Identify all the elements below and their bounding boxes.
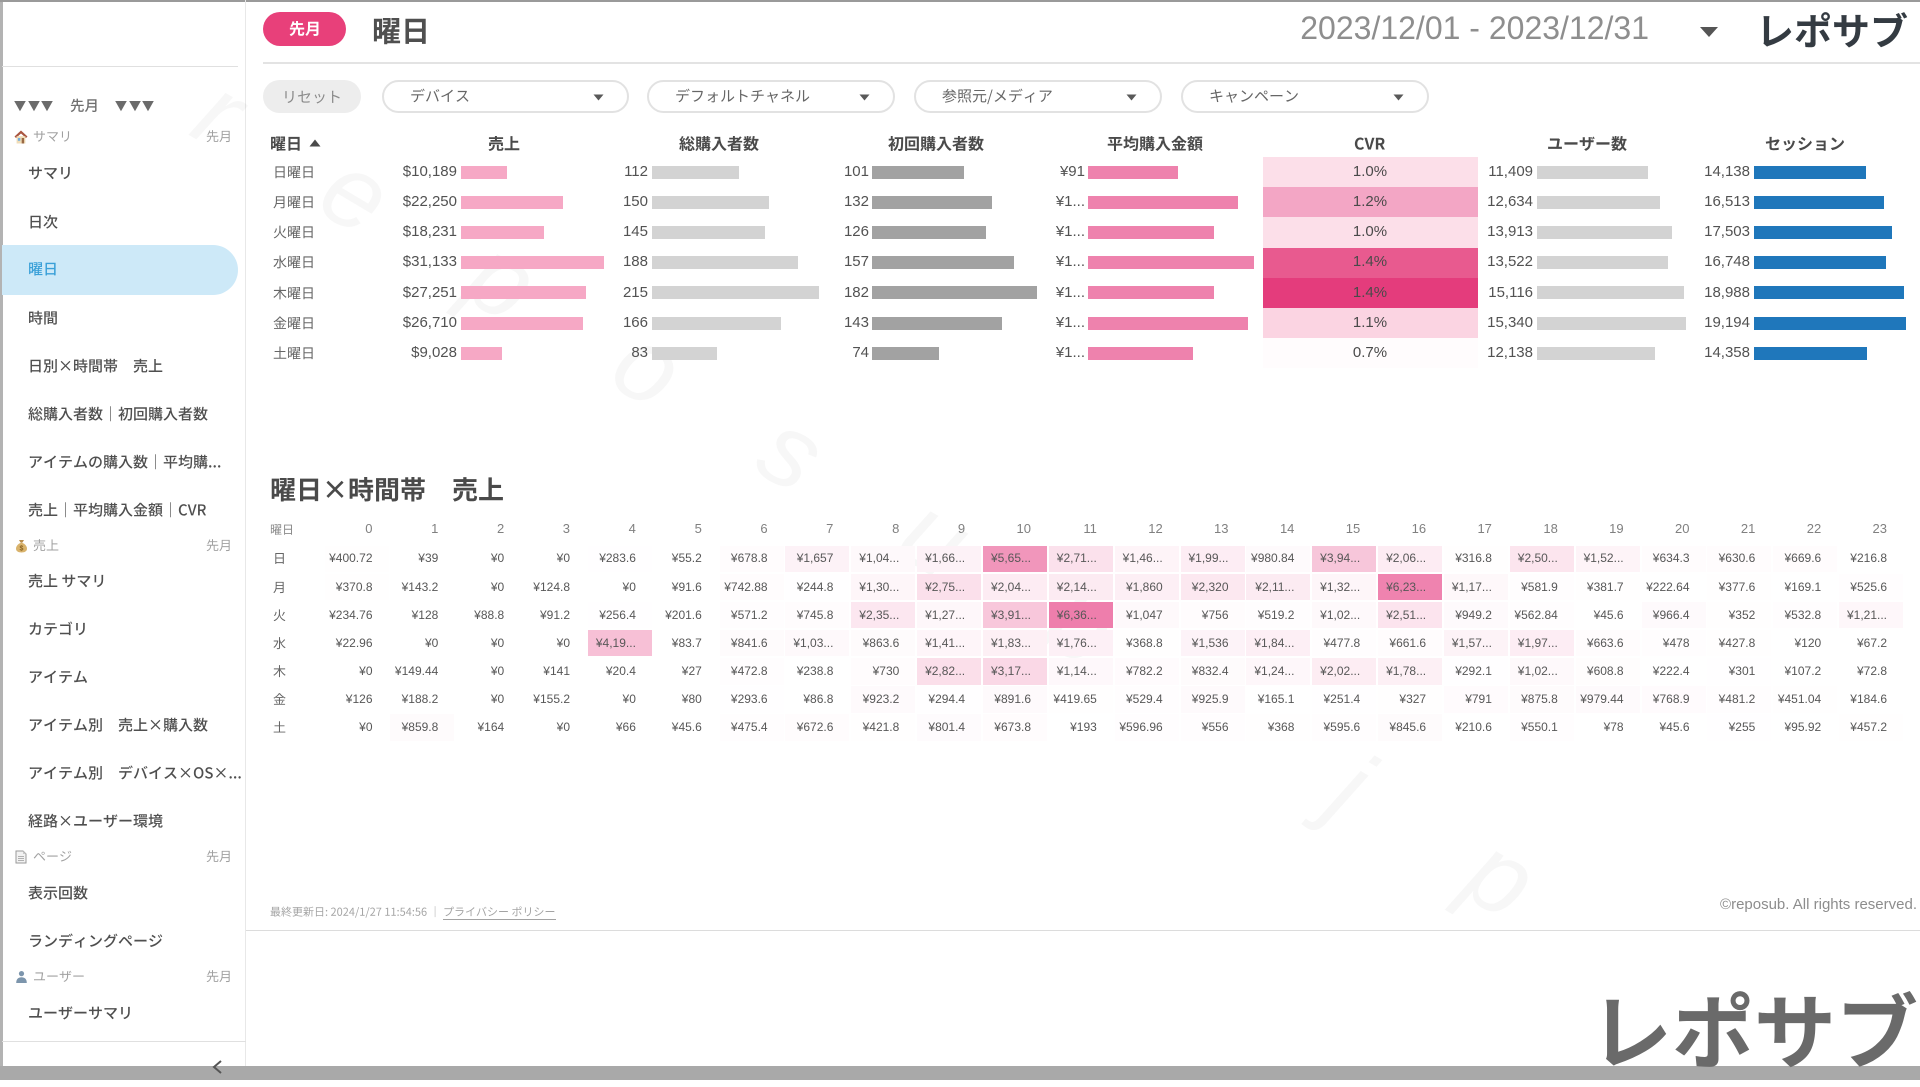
svg-text:$: $: [20, 546, 24, 553]
